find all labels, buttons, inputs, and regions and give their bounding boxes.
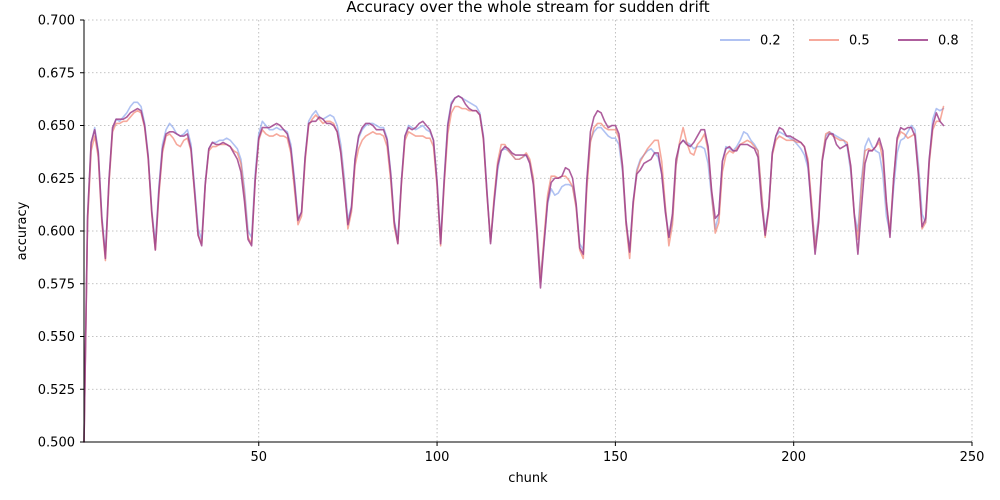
x-tick-label: 150 — [603, 450, 628, 465]
x-axis-label: chunk — [508, 471, 548, 486]
legend-label: 0.2 — [760, 34, 781, 49]
series-line-0-2 — [83, 95, 945, 443]
y-axis-ticks: 0.500 0.525 0.550 0.575 0.600 0.625 0.650 0.675… — [38, 14, 84, 451]
y-tick-label: 0.700 — [38, 14, 75, 29]
legend-label: 0.5 — [849, 34, 870, 49]
series-line-0-8 — [83, 95, 945, 443]
x-tick-label: 50 — [250, 450, 267, 465]
y-tick-label: 0.550 — [38, 330, 75, 345]
x-tick-label: 200 — [781, 450, 806, 465]
y-tick-label: 0.625 — [38, 172, 75, 187]
legend-label: 0.8 — [938, 34, 959, 49]
x-tick-label: 250 — [960, 450, 985, 465]
y-tick-label: 0.675 — [38, 66, 75, 81]
y-tick-label: 0.600 — [38, 225, 75, 240]
y-tick-label: 0.525 — [38, 383, 75, 398]
grid-lines — [84, 19, 973, 443]
x-axis-ticks: 50 100 150 200 250 — [250, 442, 984, 465]
legend: 0.2 0.5 0.8 — [720, 34, 959, 49]
series-line-0-5 — [83, 105, 945, 443]
x-tick-label: 100 — [425, 450, 450, 465]
y-axis-label: accuracy — [15, 201, 30, 260]
y-tick-label: 0.500 — [38, 436, 75, 451]
chart-title: Accuracy over the whole stream for sudde… — [346, 0, 709, 16]
y-tick-label: 0.650 — [38, 119, 75, 134]
series-lines — [83, 95, 945, 443]
y-tick-label: 0.575 — [38, 277, 75, 292]
